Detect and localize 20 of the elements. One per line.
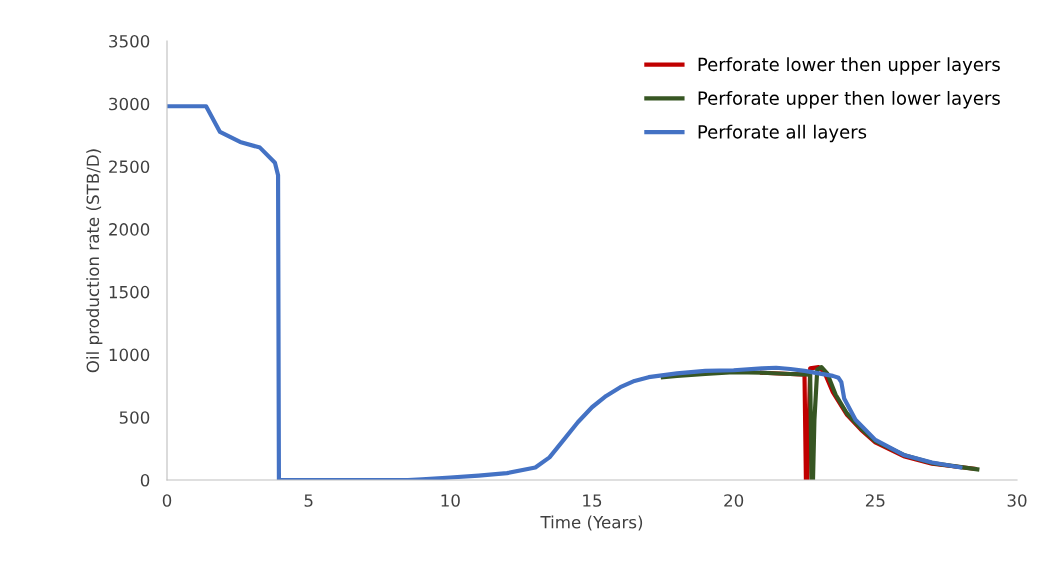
y-tick-label: 1500: [109, 285, 150, 299]
x-tick-label: 0: [162, 494, 172, 507]
x-tick-label: 25: [865, 494, 885, 507]
y-tick-label: 3500: [109, 34, 150, 48]
legend-label: Perforate lower then upper layers: [698, 57, 1000, 75]
y-tick-label: 0: [140, 473, 150, 487]
x-tick-label: 30: [1007, 494, 1027, 507]
legend-label: Perforate upper then lower layers: [698, 90, 1000, 109]
y-tick-label: 1000: [109, 348, 150, 362]
y-axis-title: Oil production rate (STB/D): [86, 149, 103, 373]
y-tick-label: 2500: [109, 160, 150, 173]
x-tick-label: 5: [304, 494, 313, 507]
y-tick-label: 3000: [109, 97, 150, 111]
x-tick-label: 15: [583, 494, 602, 507]
y-tick-label: 2000: [109, 223, 150, 236]
y-tick-label: 500: [119, 411, 150, 424]
x-tick-label: 20: [724, 494, 744, 507]
legend-label: Perforate all layers: [698, 124, 867, 143]
x-tick-label: 10: [441, 494, 460, 507]
x-axis-title: Time (Years): [540, 515, 643, 531]
